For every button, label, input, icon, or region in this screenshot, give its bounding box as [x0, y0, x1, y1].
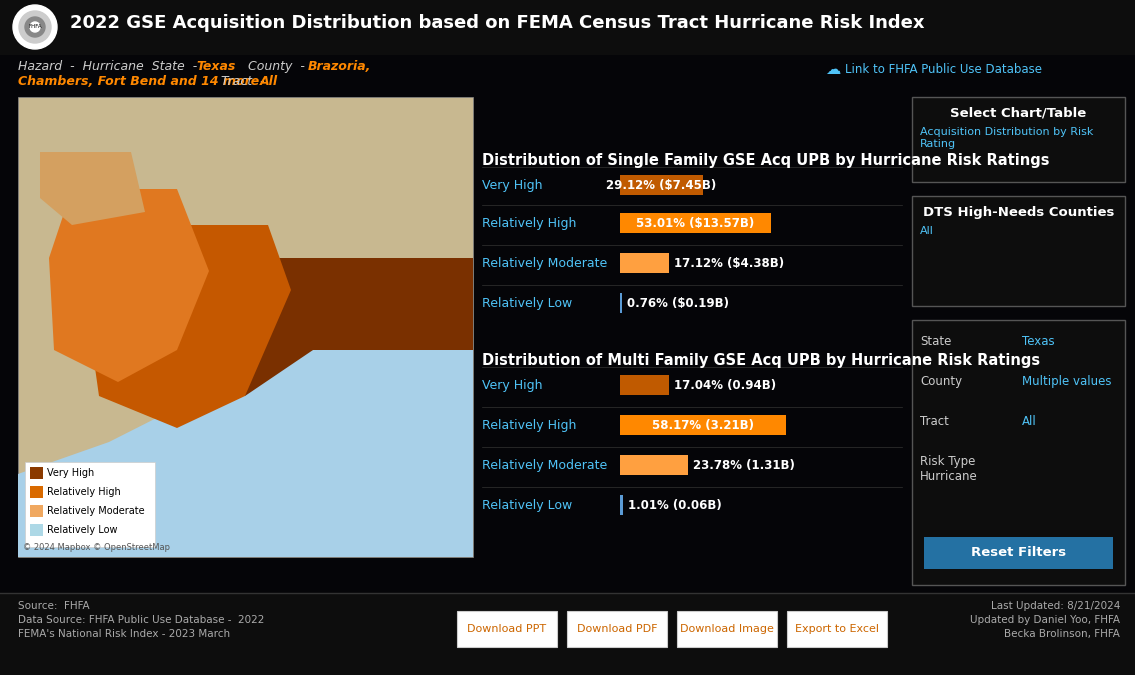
Bar [30, 467, 43, 479]
Text: Data Source: FHFA Public Use Database -  2022: Data Source: FHFA Public Use Database - … [18, 615, 264, 625]
Text: ☁: ☁ [825, 63, 840, 78]
Text: Texas: Texas [196, 60, 235, 73]
Text: Reset Filters: Reset Filters [970, 547, 1066, 560]
Text: FEMA's National Risk Index - 2023 March: FEMA's National Risk Index - 2023 March [18, 629, 230, 639]
Text: 17.04% (0.94B): 17.04% (0.94B) [673, 379, 775, 391]
Text: Relatively Moderate: Relatively Moderate [47, 506, 144, 516]
Text: Hazard  -  Hurricane  State  -: Hazard - Hurricane State - [18, 60, 205, 73]
Text: Brazoria,: Brazoria, [308, 60, 371, 73]
Text: All: All [1022, 415, 1036, 428]
Bar [676, 611, 777, 647]
Text: All: All [920, 226, 934, 236]
Text: FHFA: FHFA [28, 24, 42, 30]
Circle shape [19, 11, 51, 43]
Text: Very High: Very High [47, 468, 94, 478]
Text: Tract: Tract [920, 415, 949, 428]
Text: Risk Type
Hurricane: Risk Type Hurricane [920, 455, 977, 483]
Bar [25, 462, 155, 547]
Bar [620, 293, 622, 313]
Text: Relatively High: Relatively High [482, 217, 577, 230]
Text: Relatively Low: Relatively Low [482, 499, 572, 512]
Bar [913, 97, 1125, 182]
Text: Download PDF: Download PDF [577, 624, 657, 634]
Text: Relatively High: Relatively High [482, 418, 577, 431]
Bar [30, 505, 43, 517]
Text: Chambers, Fort Bend and 14 more: Chambers, Fort Bend and 14 more [18, 75, 259, 88]
Text: Distribution of Multi Family GSE Acq UPB by Hurricane Risk Ratings: Distribution of Multi Family GSE Acq UPB… [482, 353, 1040, 368]
Text: Source:  FHFA: Source: FHFA [18, 601, 90, 611]
Text: Select Chart/Table: Select Chart/Table [950, 107, 1086, 120]
Text: Download Image: Download Image [680, 624, 774, 634]
Bar [913, 196, 1125, 306]
Polygon shape [190, 258, 473, 396]
Polygon shape [40, 152, 145, 225]
Bar [819, 63, 838, 77]
Text: 2022 GSE Acquisition Distribution based on FEMA Census Tract Hurricane Risk Inde: 2022 GSE Acquisition Distribution based … [70, 14, 925, 32]
Text: Distribution of Single Family GSE Acq UPB by Hurricane Risk Ratings: Distribution of Single Family GSE Acq UP… [482, 153, 1050, 168]
Circle shape [12, 5, 57, 49]
Text: 58.17% (3.21B): 58.17% (3.21B) [651, 418, 754, 431]
Text: County: County [920, 375, 962, 388]
Text: 53.01% ($13.57B): 53.01% ($13.57B) [637, 217, 755, 230]
Text: © 2024 Mapbox © OpenStreetMap: © 2024 Mapbox © OpenStreetMap [23, 543, 170, 552]
Bar [30, 486, 43, 498]
Text: Link to FHFA Public Use Database: Link to FHFA Public Use Database [844, 63, 1042, 76]
Bar [0, 593, 1135, 675]
Text: 0.76% ($0.19B): 0.76% ($0.19B) [628, 296, 729, 310]
Bar [620, 253, 669, 273]
Bar [0, 0, 1135, 55]
Text: Tract  -: Tract - [213, 75, 272, 88]
Polygon shape [18, 304, 473, 557]
Text: 29.12% ($7.45B): 29.12% ($7.45B) [606, 178, 716, 192]
Polygon shape [86, 225, 291, 428]
Bar [620, 175, 703, 195]
Text: DTS High-Needs Counties: DTS High-Needs Counties [923, 206, 1115, 219]
Text: Relatively Moderate: Relatively Moderate [482, 458, 607, 472]
Text: State: State [920, 335, 951, 348]
Bar [18, 97, 473, 557]
Text: Very High: Very High [482, 379, 543, 391]
Bar [620, 455, 688, 475]
Polygon shape [49, 189, 209, 382]
Bar [620, 375, 669, 395]
Text: Updated by Daniel Yoo, FHFA: Updated by Daniel Yoo, FHFA [970, 615, 1120, 625]
Text: Relatively Moderate: Relatively Moderate [482, 256, 607, 269]
Bar [457, 611, 557, 647]
Text: County  -: County - [236, 60, 313, 73]
Bar [0, 55, 1135, 97]
Text: Multiple values: Multiple values [1022, 375, 1111, 388]
Text: Relatively High: Relatively High [47, 487, 120, 497]
Bar [30, 524, 43, 536]
Circle shape [30, 22, 40, 32]
Text: Download PPT: Download PPT [468, 624, 547, 634]
Circle shape [25, 17, 45, 37]
Text: Export to Excel: Export to Excel [794, 624, 878, 634]
Text: Acquisition Distribution by Risk
Rating: Acquisition Distribution by Risk Rating [920, 127, 1093, 148]
Text: All: All [260, 75, 278, 88]
Text: 17.12% ($4.38B): 17.12% ($4.38B) [674, 256, 784, 269]
Text: 23.78% (1.31B): 23.78% (1.31B) [692, 458, 794, 472]
Text: 1.01% (0.06B): 1.01% (0.06B) [628, 499, 722, 512]
Bar [620, 213, 771, 233]
Bar [568, 611, 667, 647]
Bar [924, 537, 1113, 569]
Text: Texas: Texas [1022, 335, 1054, 348]
Bar [620, 495, 623, 515]
Text: Last Updated: 8/21/2024: Last Updated: 8/21/2024 [991, 601, 1120, 611]
Text: Becka Brolinson, FHFA: Becka Brolinson, FHFA [1004, 629, 1120, 639]
Text: Very High: Very High [482, 178, 543, 192]
Bar [620, 415, 785, 435]
Bar [787, 611, 886, 647]
Bar [913, 320, 1125, 585]
Text: Relatively Low: Relatively Low [47, 525, 118, 535]
Text: Relatively Low: Relatively Low [482, 296, 572, 310]
